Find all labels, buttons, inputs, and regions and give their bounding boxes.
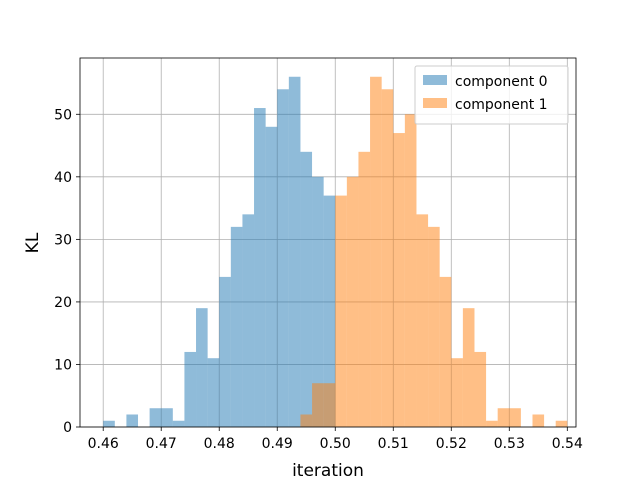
x-tick-label: 0.50 — [320, 436, 351, 452]
bar-series-0 — [265, 126, 278, 428]
bar-series-1 — [335, 195, 347, 427]
legend-swatch-0 — [423, 75, 447, 85]
bar-series-0 — [126, 414, 139, 427]
bar-series-1 — [312, 383, 324, 427]
y-tick-label: 0 — [63, 420, 72, 436]
bar-series-0 — [184, 351, 197, 427]
legend-swatch-1 — [423, 98, 447, 108]
bar-series-1 — [497, 408, 510, 427]
bar-series-0 — [254, 108, 266, 427]
bar-series-1 — [474, 351, 487, 427]
bar-series-0 — [312, 176, 324, 427]
bar-series-1 — [404, 114, 417, 427]
bar-series-1 — [451, 358, 463, 427]
bar-series-1 — [416, 214, 429, 427]
plot-frame — [79, 57, 577, 428]
x-tick-label: 0.49 — [262, 436, 293, 452]
bar-series-0 — [103, 420, 115, 427]
bar-series-1 — [381, 89, 394, 428]
bar-series-0 — [323, 195, 336, 427]
x-tick-label: 0.51 — [378, 436, 409, 452]
bars-layer — [103, 76, 568, 428]
y-axis-label: KL — [23, 232, 43, 253]
bar-series-1 — [486, 420, 498, 427]
bar-series-1 — [428, 226, 440, 427]
bar-series-1 — [439, 276, 452, 427]
bar-series-1 — [555, 420, 568, 427]
y-tick-label: 20 — [54, 295, 72, 311]
bar-series-0 — [230, 226, 243, 427]
legend: component 0 component 1 — [414, 65, 569, 125]
legend-box — [414, 65, 569, 125]
x-axis-label: iteration — [292, 461, 364, 480]
x-tick-label: 0.48 — [204, 436, 235, 452]
x-axis-ticks: 0.46 0.47 0.48 0.49 0.50 0.51 0.52 0.53 0.54 — [88, 427, 583, 452]
y-tick-label: 30 — [54, 232, 72, 248]
bar-series-0 — [207, 358, 220, 427]
y-tick-label: 10 — [54, 357, 72, 373]
bar-series-1 — [300, 414, 313, 427]
y-tick-label: 50 — [54, 107, 72, 123]
bar-series-0 — [196, 308, 208, 427]
bar-series-1 — [358, 151, 371, 428]
bar-series-0 — [288, 76, 301, 428]
bar-series-1 — [462, 308, 475, 427]
x-tick-label: 0.53 — [494, 436, 525, 452]
y-tick-label: 40 — [54, 170, 72, 186]
x-tick-label: 0.46 — [88, 436, 119, 452]
bar-series-1 — [509, 408, 521, 427]
bar-series-0 — [242, 214, 255, 427]
x-tick-label: 0.52 — [436, 436, 467, 452]
bar-series-0 — [161, 408, 173, 427]
bar-series-1 — [532, 414, 545, 427]
bar-series-1 — [393, 133, 405, 427]
bar-series-1 — [323, 383, 336, 427]
bar-series-1 — [370, 76, 382, 428]
bar-series-0 — [149, 408, 162, 427]
bar-series-0 — [277, 89, 289, 428]
legend-label-1: component 1 — [455, 97, 548, 113]
legend-label-0: component 0 — [455, 74, 548, 90]
x-tick-label: 0.54 — [552, 436, 583, 452]
bar-series-0 — [172, 420, 185, 427]
bar-series-1 — [346, 176, 359, 427]
bar-series-0 — [219, 276, 231, 427]
y-axis-ticks: 0 10 20 30 40 50 — [54, 107, 80, 436]
bar-series-0 — [300, 151, 313, 428]
x-tick-label: 0.47 — [146, 436, 177, 452]
